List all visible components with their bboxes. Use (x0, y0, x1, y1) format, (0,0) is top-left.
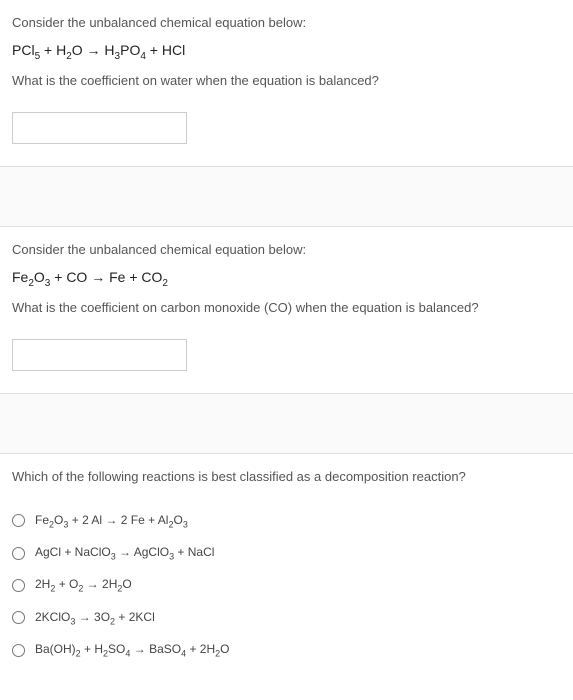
separator-1 (0, 167, 573, 227)
q3-option-label-2: 2H2 + O2 → 2H2O (35, 577, 132, 593)
q3-option-label-3: 2KClO3 → 3O2 + 2KCl (35, 610, 155, 626)
q3-option-1[interactable]: AgCl + NaClO3 → AgClO3 + NaCl (12, 537, 561, 569)
q3-option-label-1: AgCl + NaClO3 → AgClO3 + NaCl (35, 545, 214, 561)
q3-option-4[interactable]: Ba(OH)2 + H2SO4 → BaSO4 + 2H2O (12, 634, 561, 666)
q2-equation: Fe2O3 + CO → Fe + CO2 (12, 269, 561, 289)
q3-option-0[interactable]: Fe2O3 + 2 Al → 2 Fe + Al2O3 (12, 505, 561, 537)
question-3: Which of the following reactions is best… (0, 454, 573, 688)
q1-intro: Consider the unbalanced chemical equatio… (12, 14, 561, 32)
q2-question: What is the coefficient on carbon monoxi… (12, 299, 561, 317)
question-1: Consider the unbalanced chemical equatio… (0, 0, 573, 167)
q1-answer-input[interactable] (12, 112, 187, 144)
q3-option-3[interactable]: 2KClO3 → 3O2 + 2KCl (12, 602, 561, 634)
q3-question: Which of the following reactions is best… (12, 468, 561, 486)
q3-radio-4[interactable] (12, 644, 25, 657)
q3-option-2[interactable]: 2H2 + O2 → 2H2O (12, 569, 561, 601)
q3-radio-0[interactable] (12, 514, 25, 527)
separator-2 (0, 394, 573, 454)
q3-radio-2[interactable] (12, 579, 25, 592)
q1-question: What is the coefficient on water when th… (12, 72, 561, 90)
q2-answer-input[interactable] (12, 339, 187, 371)
q1-equation: PCl5 + H2O → H3PO4 + HCl (12, 42, 561, 62)
q3-radio-1[interactable] (12, 547, 25, 560)
q3-option-label-4: Ba(OH)2 + H2SO4 → BaSO4 + 2H2O (35, 642, 229, 658)
q3-options-list: Fe2O3 + 2 Al → 2 Fe + Al2O3 AgCl + NaClO… (12, 505, 561, 667)
question-2: Consider the unbalanced chemical equatio… (0, 227, 573, 394)
q3-radio-3[interactable] (12, 611, 25, 624)
q3-option-label-0: Fe2O3 + 2 Al → 2 Fe + Al2O3 (35, 513, 188, 529)
q2-intro: Consider the unbalanced chemical equatio… (12, 241, 561, 259)
